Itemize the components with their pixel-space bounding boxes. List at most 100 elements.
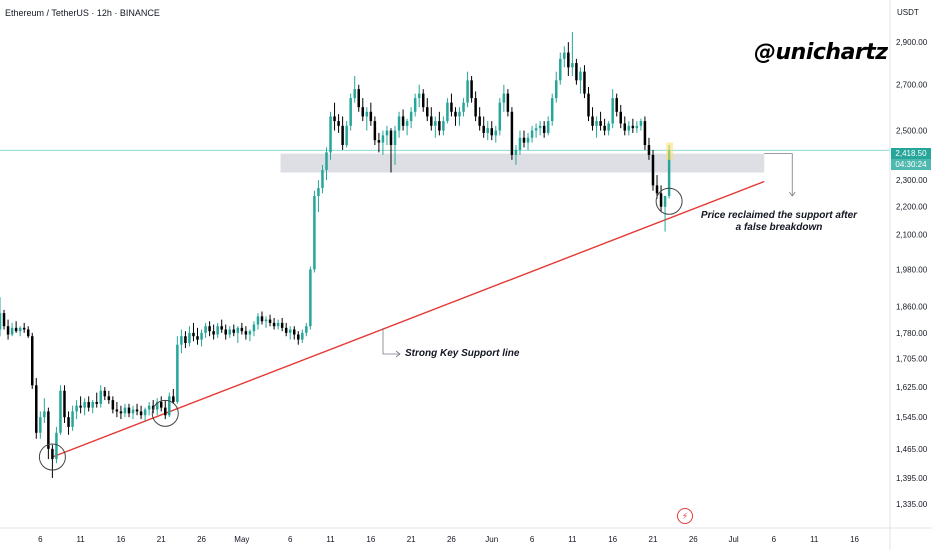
candle-body — [389, 130, 393, 146]
candle — [619, 104, 622, 129]
candle-body — [498, 102, 502, 131]
candle — [111, 396, 115, 414]
reclaim-note-line-1: Price reclaimed the support after — [700, 210, 858, 221]
candle — [47, 407, 50, 460]
candle-body — [579, 71, 582, 81]
candle — [284, 322, 288, 337]
candle — [559, 52, 562, 85]
candle — [297, 331, 300, 345]
candle-body — [446, 102, 449, 122]
candle-body — [79, 405, 82, 408]
candle — [188, 326, 191, 347]
candle-body — [667, 150, 671, 196]
candle — [550, 93, 554, 126]
candle-body — [111, 400, 115, 410]
flash-icon[interactable]: ⚡ — [677, 508, 693, 524]
candle-body — [115, 409, 119, 412]
support-trendline — [52, 180, 765, 458]
candle-body — [417, 93, 421, 99]
candle-body — [651, 154, 655, 186]
candle-body — [224, 329, 227, 335]
candle — [510, 107, 514, 160]
candle-body — [135, 409, 139, 412]
candle-body — [502, 93, 506, 103]
candle-body — [75, 405, 78, 412]
candle — [272, 317, 276, 330]
candle — [313, 190, 316, 273]
candle-body — [212, 331, 215, 335]
candle — [176, 336, 179, 404]
candle-body — [35, 385, 38, 433]
candle — [603, 118, 606, 136]
candle-body — [385, 130, 389, 136]
candle-body — [623, 123, 627, 131]
candle — [51, 444, 54, 478]
candle-body — [260, 316, 264, 322]
candle — [39, 411, 42, 439]
x-tick-label: 11 — [326, 535, 335, 544]
candle-body — [39, 417, 42, 433]
candle-body — [357, 89, 360, 108]
x-tick-label: 6 — [38, 535, 43, 544]
candle-body — [349, 98, 352, 126]
support-note-arrowhead — [395, 350, 401, 358]
candle — [462, 98, 465, 117]
candle — [405, 118, 409, 136]
candle — [192, 322, 195, 342]
candle-body — [442, 121, 445, 131]
y-tick-label: 2,500.00 — [896, 127, 928, 136]
candle-body — [14, 327, 18, 332]
candle — [103, 387, 107, 401]
highlight-circle — [151, 399, 179, 427]
candle-body — [506, 93, 510, 112]
candle-body — [305, 326, 308, 333]
candle-body — [550, 98, 554, 122]
x-tick-label: May — [234, 535, 249, 544]
candle-body — [220, 326, 223, 330]
reclaim-note-arrow — [764, 153, 793, 196]
symbol-title[interactable]: Ethereum / TetherUS · 12h · BINANCE — [5, 8, 160, 18]
candle — [567, 42, 570, 76]
candle — [659, 185, 663, 213]
candle — [341, 116, 344, 150]
candle-body — [361, 107, 365, 117]
price-axis-unit[interactable]: USDT — [897, 8, 919, 17]
candle-body — [599, 121, 602, 126]
candle — [240, 322, 244, 335]
candle — [583, 65, 586, 99]
candle — [555, 71, 558, 103]
candle — [63, 385, 66, 423]
candle-body — [309, 269, 312, 327]
candle — [10, 322, 14, 337]
candle — [595, 116, 598, 138]
candle-body — [345, 125, 348, 146]
candle-body — [555, 80, 558, 99]
y-tick-label: 1,625.00 — [896, 383, 928, 392]
support-note-arrow — [382, 328, 400, 355]
candle — [635, 121, 639, 133]
candle — [413, 93, 417, 117]
candle — [276, 319, 280, 330]
candle-body — [240, 327, 244, 332]
x-tick-label: 26 — [197, 535, 206, 544]
candle — [502, 84, 506, 112]
y-tick-label: 2,100.00 — [896, 230, 928, 239]
highlight-circle — [38, 443, 66, 471]
candle-body — [99, 390, 103, 404]
candle — [35, 378, 38, 439]
candle — [317, 180, 320, 213]
candle — [514, 145, 518, 165]
candle-body — [401, 116, 405, 126]
candle — [397, 111, 401, 138]
candle — [579, 67, 582, 94]
candle-body — [83, 401, 86, 408]
candle-body — [188, 332, 191, 343]
candle — [474, 91, 477, 122]
y-tick-label: 2,700.00 — [896, 81, 928, 90]
x-tick-label: 11 — [76, 535, 85, 544]
candle-body — [421, 93, 425, 108]
highlight-circle — [655, 187, 683, 215]
candle-body — [228, 329, 232, 335]
candle-body — [522, 137, 526, 143]
